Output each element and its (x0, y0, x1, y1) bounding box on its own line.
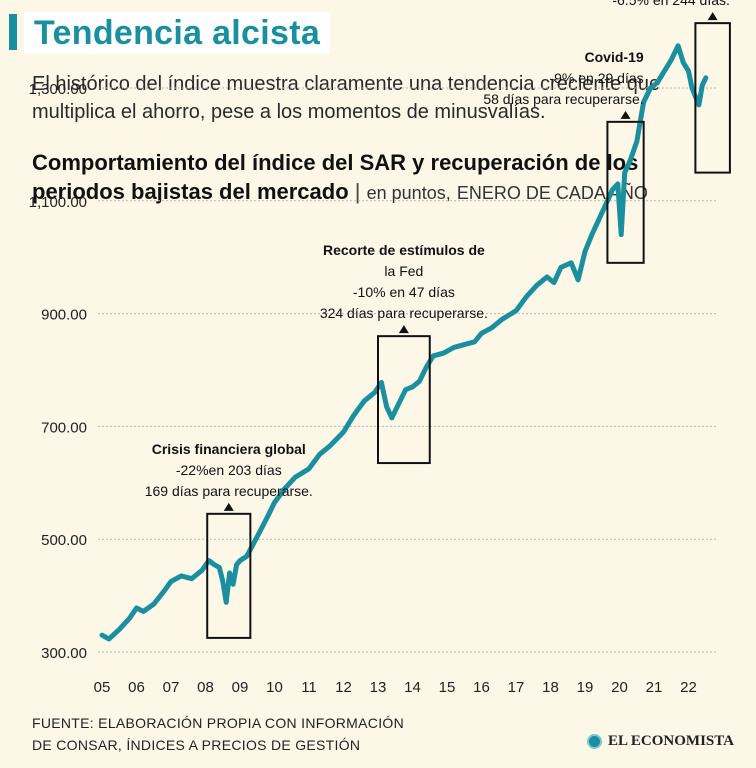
x-tick-label: 06 (128, 679, 145, 696)
x-tick-label: 15 (439, 679, 456, 696)
x-tick-label: 12 (335, 679, 352, 696)
annotation-arrow-icon (223, 502, 234, 511)
source-footer: FUENTE: ELABORACIÓN PROPIA CON INFORMACI… (32, 712, 404, 756)
x-tick-label: 16 (473, 679, 490, 696)
annotation-arrow-icon (707, 12, 718, 21)
annotation-arrow-icon (398, 325, 409, 334)
annotation-line: -9% en 29 días (549, 70, 643, 86)
x-tick-label: 09 (232, 679, 249, 696)
annotation-line: 58 días para recuperarse. (483, 91, 643, 107)
annotation-box (694, 22, 731, 174)
source-line-2: DE CONSAR, ÍNDICES A PRECIOS DE GESTIÓN (32, 737, 361, 753)
source-line-1: FUENTE: ELABORACIÓN PROPIA CON INFORMACI… (32, 715, 404, 731)
x-tick-label: 18 (542, 679, 559, 696)
chart-title-text: Comportamiento del índice del SAR y recu… (32, 150, 639, 204)
annotation-line: -22%en 203 días (176, 462, 282, 478)
logo-text: EL ECONOMISTA (608, 733, 734, 749)
page-title: Tendencia alcista (34, 13, 321, 52)
annotation-box (206, 512, 252, 639)
annotation-2: Covid-19 -9% en 29 días 58 días para recup… (483, 49, 645, 264)
x-tick-label: 07 (163, 679, 180, 696)
y-tick-label: 1,300.00 (29, 81, 87, 98)
annotation-line: 169 días para recuperarse. (145, 483, 313, 499)
chart-title-separator: | (354, 179, 361, 204)
x-tick-label: 19 (577, 679, 594, 696)
series-line-sar (99, 43, 709, 642)
x-tick-label: 13 (370, 679, 387, 696)
annotation-3: Crisis inflacionaria-6.5% en 244 días. (612, 0, 731, 174)
x-tick-label: 05 (94, 679, 111, 696)
annotation-title: Recorte de estímulos de (323, 242, 485, 258)
chart-title: Comportamiento del índice del SAR y recu… (32, 148, 652, 208)
chart-units-prefix: en puntos, (366, 183, 451, 203)
title-accent-bar (9, 14, 17, 50)
y-tick-label: 500.00 (41, 532, 87, 549)
x-axis-ticks: 05 06 07 08 09 10 11 12 13 14 15 16 17 18 19 20 21 22 (94, 679, 697, 696)
y-tick-label: 700.00 (41, 419, 87, 436)
x-tick-label: 22 (680, 679, 697, 696)
chart-units-suffix: ENERO DE CADA AÑO (456, 183, 648, 203)
title-box: Tendencia alcista (24, 12, 331, 54)
x-tick-label: 08 (197, 679, 214, 696)
annotation-box (377, 335, 431, 465)
logo-dot-icon (587, 734, 602, 749)
x-tick-label: 14 (404, 679, 421, 696)
x-tick-label: 10 (266, 679, 283, 696)
x-tick-label: 11 (301, 679, 317, 696)
annotation-line: -10% en 47 días (353, 284, 455, 300)
annotation-line: la Fed (384, 263, 423, 279)
y-tick-label: 1,100.00 (29, 194, 87, 211)
x-tick-label: 17 (508, 679, 525, 696)
annotation-1: Recorte de estímulos de la Fed -10% en 47 … (320, 242, 488, 465)
annotation-title: Covid-19 (585, 49, 644, 65)
y-tick-label: 900.00 (41, 307, 87, 324)
publisher-logo: EL ECONOMISTA (587, 733, 734, 750)
annotation-0: Crisis financiera global -22%en 203 días 1… (145, 441, 313, 639)
grid-lines (98, 87, 716, 653)
x-tick-label: 21 (646, 679, 663, 696)
x-tick-label: 20 (611, 679, 628, 696)
annotation-line: -6.5% en 244 días. (612, 0, 730, 8)
annotation-line: 324 días para recuperarse. (320, 305, 488, 321)
annotation-arrow-icon (620, 110, 631, 119)
annotation-title: Crisis financiera global (152, 441, 306, 457)
y-tick-label: 300.00 (41, 645, 87, 662)
annotation-box (606, 120, 645, 264)
y-axis-ticks: 300.00 500.00 700.00 900.00 1,100.00 1,300.00 (29, 81, 87, 662)
annotations: Crisis financiera global -22%en 203 días 1… (145, 0, 731, 639)
page-subtitle: El histórico del índice muestra claramen… (32, 73, 661, 123)
